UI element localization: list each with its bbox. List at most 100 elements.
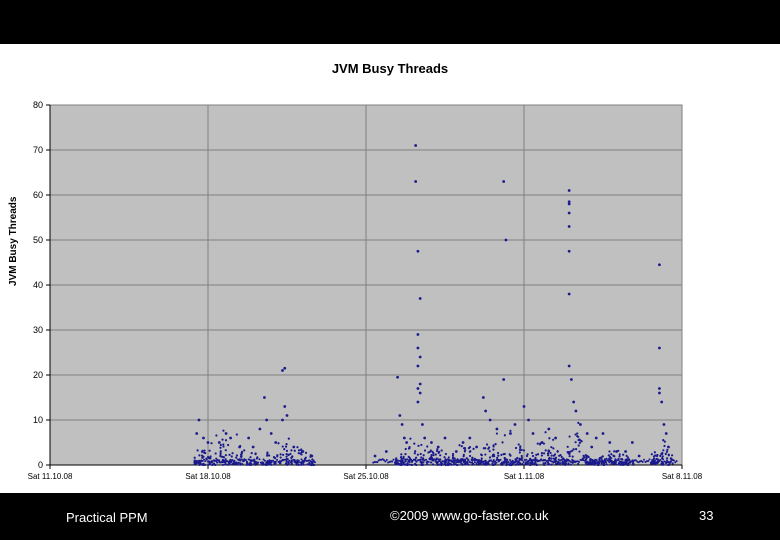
data-point: [502, 180, 506, 183]
data-point-cluster: [542, 442, 546, 445]
data-point-baseline: [584, 458, 587, 461]
data-point-baseline: [239, 459, 242, 462]
data-point-baseline: [406, 458, 409, 461]
data-point-cluster: [285, 452, 288, 456]
data-point-cluster: [534, 456, 537, 459]
data-point-baseline: [626, 458, 629, 461]
footer-copyright: ©2009 www.go-faster.co.uk: [390, 508, 549, 523]
data-point-cluster: [618, 453, 621, 456]
data-point-cluster: [582, 454, 585, 457]
data-point-baseline: [274, 460, 277, 463]
data-point-cluster: [219, 453, 222, 457]
data-point-baseline: [240, 458, 243, 461]
data-point-cluster: [567, 462, 570, 465]
data-point-cluster: [429, 449, 433, 452]
data-point-cluster: [488, 450, 491, 453]
data-point: [281, 418, 284, 422]
data-point-baseline: [286, 458, 289, 461]
data-point: [488, 418, 492, 422]
data-point-cluster: [471, 463, 474, 466]
data-point-cluster: [507, 463, 510, 466]
data-point-baseline: [491, 460, 494, 463]
data-point-baseline: [454, 459, 457, 462]
data-point-cluster: [408, 445, 411, 449]
data-point-cluster: [297, 452, 300, 455]
data-point-cluster: [662, 449, 665, 452]
data-point-baseline: [591, 458, 594, 461]
data-point-cluster: [503, 434, 506, 437]
data-point-baseline: [522, 461, 525, 464]
data-point-cluster: [568, 435, 571, 438]
data-point-baseline: [290, 460, 293, 463]
data-point: [531, 432, 535, 435]
data-point-baseline: [674, 461, 677, 464]
data-point-baseline: [477, 459, 480, 462]
data-point-baseline: [211, 461, 214, 464]
data-point: [418, 355, 422, 359]
data-point-baseline: [467, 458, 470, 461]
data-point-cluster: [514, 463, 517, 466]
data-point-baseline: [649, 461, 652, 464]
data-point-cluster: [437, 458, 440, 461]
data-point: [421, 423, 424, 426]
data-point: [481, 396, 485, 399]
data-point-cluster: [408, 463, 411, 466]
data-point-cluster: [287, 463, 290, 466]
data-point-cluster: [431, 450, 434, 453]
data-point-baseline: [571, 458, 574, 461]
data-point-baseline: [564, 461, 567, 464]
data-point-cluster: [250, 451, 253, 455]
data-point-cluster: [488, 456, 492, 459]
data-point-baseline: [550, 460, 553, 463]
data-point-cluster: [464, 462, 467, 466]
data-point-cluster: [426, 463, 429, 466]
data-point-cluster: [222, 429, 225, 432]
data-point-cluster: [198, 454, 201, 457]
data-point: [658, 263, 661, 267]
data-point: [509, 432, 512, 435]
data-point: [547, 427, 551, 431]
data-point-baseline: [657, 460, 660, 463]
data-point: [461, 441, 465, 444]
data-point-cluster: [235, 454, 239, 457]
data-point: [400, 423, 404, 426]
data-point-baseline: [383, 459, 386, 462]
data-point-cluster: [266, 454, 269, 457]
data-point: [590, 445, 594, 449]
x-tick-label: Sat 11.10.08: [28, 472, 73, 481]
data-point-cluster: [399, 455, 403, 459]
data-point-baseline: [653, 459, 656, 462]
data-point-cluster: [219, 450, 222, 453]
data-point-cluster: [249, 456, 252, 459]
data-point-baseline: [248, 458, 251, 461]
data-point-cluster: [578, 441, 581, 444]
data-point-cluster: [285, 443, 288, 446]
data-point-baseline: [480, 459, 483, 462]
data-point: [484, 409, 488, 413]
data-point-cluster: [494, 443, 497, 446]
data-point-baseline: [567, 458, 570, 461]
data-point: [416, 364, 420, 368]
data-point-cluster: [289, 452, 292, 456]
y-tick-label: 10: [33, 415, 43, 425]
data-point-cluster: [578, 450, 581, 453]
data-point-baseline: [659, 458, 662, 461]
data-point-cluster: [478, 462, 481, 465]
data-point-cluster: [209, 456, 212, 459]
data-point-cluster: [210, 442, 213, 445]
data-point-baseline: [231, 458, 234, 461]
data-point: [281, 369, 284, 372]
data-point-cluster: [472, 447, 475, 451]
data-point-cluster: [501, 463, 504, 466]
data-point-cluster: [203, 449, 206, 452]
data-point-baseline: [471, 461, 474, 464]
data-point-cluster: [653, 451, 656, 454]
data-point-baseline: [464, 458, 467, 461]
data-point-cluster: [402, 455, 405, 458]
data-point-baseline: [598, 459, 601, 462]
footer-left-text: Practical PPM: [66, 510, 148, 525]
data-point-cluster: [597, 463, 600, 467]
data-point-cluster: [480, 454, 483, 457]
data-point-cluster: [253, 462, 256, 465]
data-point-baseline: [620, 461, 623, 464]
